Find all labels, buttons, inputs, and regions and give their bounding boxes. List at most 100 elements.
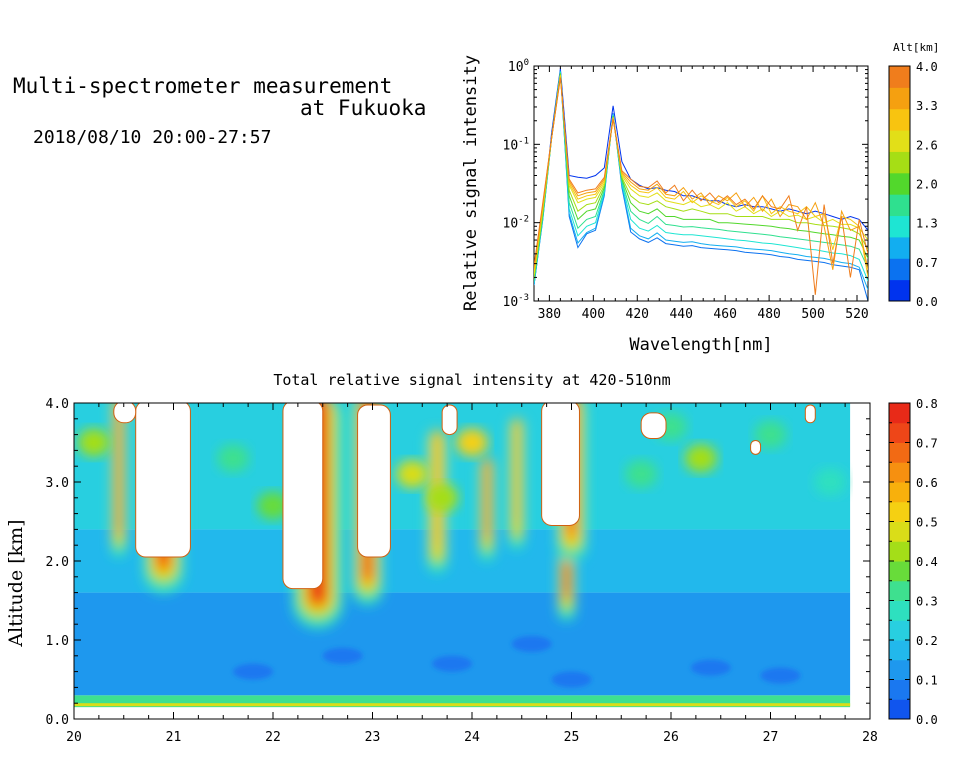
spectrum-series-line [534,71,868,290]
heatmap-colorbar-swatch [889,403,910,424]
heatmap-saturated-region [113,403,137,424]
spectrum-series-line [534,74,868,278]
heatmap-x-tick-label: 21 [166,730,182,745]
heatmap-low-patch [322,647,363,664]
spectrum-colorbar-swatch [889,215,910,238]
measurement-datetime: 2018/08/10 20:00-27:57 [33,127,272,148]
heatmap-saturated-region [441,404,458,436]
heatmap-y-tick-label: 3.0 [46,476,69,491]
heatmap-low-patch [511,635,552,652]
spectrum-x-tick-label: 460 [713,307,736,322]
heatmap-upper-patch [217,444,250,473]
spectrum-colorbar-label: 2.0 [916,178,938,192]
heatmap-upper-patch [257,491,289,520]
heatmap-upper-patch [814,468,847,496]
spectrum-colorbar-swatch [889,66,910,88]
spectrum-x-tick-label: 380 [538,307,561,322]
spectrum-x-tick-label: 400 [582,307,605,322]
heatmap-cloud-layer [484,458,489,535]
heatmap-cloud-layer [116,403,121,531]
heatmap-y-label: Altitude [km] [5,519,27,647]
heatmap-low-patches [233,635,801,688]
heatmap-colorbar-label: 0.0 [916,713,938,727]
spectrum-y-tick-label: 10-3 [503,293,530,310]
heatmap-saturated-region [282,403,324,590]
heatmap-upper-patch [754,420,787,449]
heatmap-y-tick-label: 2.0 [46,555,69,570]
spectrum-colorbar-frame [888,65,911,302]
heatmap-plot-area [74,403,851,708]
heatmap-y-tick-label: 4.0 [46,397,69,412]
page-title: Multi-spectrometer measurement [13,74,393,98]
spectrum-colorbar-swatch [889,236,910,259]
spectrum-x-tick-label: 500 [801,307,824,322]
heatmap-saturated-region [541,403,580,526]
spectrum-y-tick-label: 10-1 [503,136,530,153]
heatmap-low-patch [760,667,801,684]
heatmap-title: Total relative signal intensity at 420-5… [273,371,670,389]
heatmap-colorbar-label: 0.2 [916,634,938,648]
heatmap-colorbar-swatch [889,442,910,463]
heatmap-background-band [74,529,851,593]
heatmap-x-tick-label: 28 [862,730,878,745]
heatmap-colorbar-swatch [889,679,910,700]
spectrum-y-label: Relative signal intensity [461,55,481,311]
spectrum-series-line [534,78,868,295]
heatmap-x-tick-label: 25 [564,730,580,745]
heatmap-upper-patch [625,460,658,489]
heatmap-colorbar-swatch [889,462,910,483]
heatmap-low-patch [551,671,592,688]
heatmap-saturated-region [135,403,191,558]
heatmap-low-patch [690,659,731,676]
spectrum-series-line [534,76,868,278]
spectrum-colorbar-label: 3.3 [916,99,938,113]
heatmap-low-patch [432,655,473,672]
heatmap-colorbar-swatch [889,580,910,601]
spectrum-y-tick-label: 10-2 [503,215,530,232]
spectrum-x-tick-label: 420 [626,307,649,322]
heatmap-colorbar-swatch [889,600,910,621]
spectrum-colorbar-label: 0.0 [916,295,938,309]
heatmap-colorbar-label: 0.5 [916,516,938,530]
heatmap-y-tick-label: 1.0 [46,634,69,649]
spectrum-series-line [534,72,868,282]
heatmap-saturated-region [804,404,816,424]
spectrum-x-label: Wavelength[nm] [629,335,772,355]
heatmap-upper-patch [426,483,459,512]
spectrum-colorbar-swatch [889,130,910,152]
spectrum-colorbar-label: 0.7 [916,256,938,270]
heatmap-colorbar-swatch [889,482,910,503]
heatmap-x-tick-label: 24 [464,730,480,745]
heatmap-colorbar-swatch [889,521,910,542]
spectrum-colorbar-label: 4.0 [916,60,938,74]
heatmap-colorbar-swatch [889,422,910,443]
heatmap-colorbar-label: 0.8 [916,397,938,411]
heatmap-background-band [74,592,851,696]
page-title-location: at Fukuoka [300,96,427,120]
heatmap-background-band [74,695,851,708]
spectrum-y-tick-label: 100 [508,58,529,75]
spectrum-series-line [534,75,868,275]
spectrum-colorbar-swatch [889,87,910,110]
heatmap-x-tick-label: 26 [663,730,679,745]
heatmap-y-tick-label: 0.0 [46,713,69,728]
heatmap-low-patch [233,663,274,680]
heatmap-cloud-layer [514,418,519,523]
spectrum-colorbar-label: 2.6 [916,138,938,152]
spectrum-colorbar-title: Alt[km] [893,41,939,54]
heatmap-x-tick-label: 22 [265,730,281,745]
heatmap-colorbar-label: 0.7 [916,437,938,451]
spectrum-colorbar-swatch [889,279,910,302]
spectrum-x-tick-label: 520 [845,307,868,322]
heatmap-saturated-region [640,412,667,440]
heatmap-upper-patch [456,428,488,457]
heatmap-upper-patch [684,444,717,473]
heatmap-colorbar-swatch [889,541,910,562]
spectrum-colorbar-label: 1.3 [916,217,938,231]
spectrum-x-tick-label: 480 [757,307,780,322]
spectrum-colorbar-swatch [889,151,910,174]
heatmap-saturated-region [750,440,762,455]
heatmap-ground-band [74,703,851,707]
heatmap-colorbar-swatch [889,620,910,641]
